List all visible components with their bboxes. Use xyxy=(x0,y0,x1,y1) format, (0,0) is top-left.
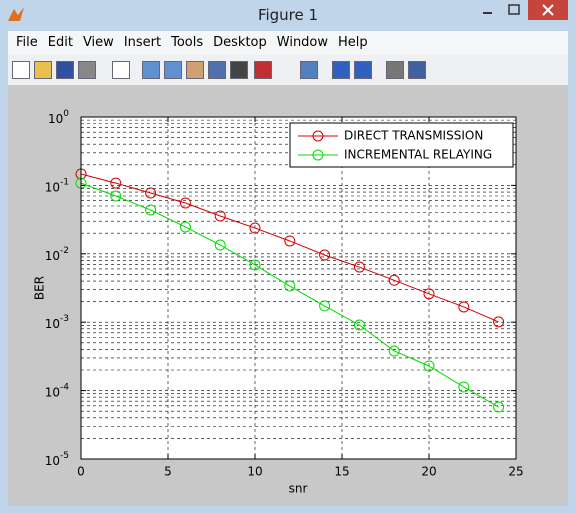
window-title: Figure 1 xyxy=(257,6,319,24)
menu-item[interactable]: Help xyxy=(338,35,368,50)
data-point xyxy=(179,221,191,233)
toolbar-button[interactable] xyxy=(386,61,404,79)
x-axis-label: snr xyxy=(289,482,308,496)
x-tick-label: 10 xyxy=(247,465,262,479)
data-point xyxy=(145,204,157,216)
menu-item[interactable]: Tools xyxy=(171,35,204,50)
app-icon xyxy=(8,7,24,21)
toolbar-button[interactable] xyxy=(230,61,248,79)
minimize-button[interactable] xyxy=(474,0,501,20)
x-tick-label: 5 xyxy=(164,465,172,479)
data-point xyxy=(493,401,505,413)
maximize-button[interactable] xyxy=(501,0,528,20)
legend-label: DIRECT TRANSMISSION xyxy=(344,129,483,143)
y-tick-label: 10-4 xyxy=(45,382,70,399)
legend-marker xyxy=(312,149,324,161)
menu-item[interactable]: Edit xyxy=(47,35,73,50)
x-tick-label: 15 xyxy=(334,465,349,479)
legend-box xyxy=(289,122,514,168)
toolbar-button[interactable] xyxy=(34,61,52,79)
tick-exponent: -5 xyxy=(60,451,69,461)
data-point xyxy=(423,288,435,300)
data-point xyxy=(214,210,226,222)
data-point xyxy=(249,222,261,234)
series-line xyxy=(80,182,499,408)
y-tick-label: 100 xyxy=(48,109,69,126)
data-point xyxy=(319,300,331,312)
tick-base: 10 xyxy=(45,454,60,468)
menu-item[interactable]: Insert xyxy=(123,35,162,50)
tick-base: 10 xyxy=(45,180,60,194)
data-point xyxy=(458,381,470,393)
y-tick-label: 10-1 xyxy=(45,177,69,194)
tick-exponent: -2 xyxy=(60,245,69,255)
tick-base: 10 xyxy=(45,317,60,331)
menu-bar: File Edit View Insert Tools Desktop Window Help xyxy=(8,31,568,55)
data-point xyxy=(249,259,261,271)
toolbar-button[interactable] xyxy=(12,61,30,79)
data-point xyxy=(458,301,470,313)
toolbar-button[interactable] xyxy=(112,61,130,79)
menu-item[interactable]: Desktop xyxy=(213,35,267,50)
tick-exponent: -4 xyxy=(60,382,69,392)
menu-item[interactable]: File xyxy=(16,35,38,50)
data-point xyxy=(284,280,296,292)
toolbar-button[interactable] xyxy=(332,61,350,79)
y-tick-label: 10-3 xyxy=(45,314,69,331)
toolbar-button[interactable] xyxy=(254,61,272,79)
axes-box xyxy=(80,116,517,460)
data-point xyxy=(110,190,122,202)
toolbar-button[interactable] xyxy=(164,61,182,79)
series-line xyxy=(80,173,499,323)
toolbar-button[interactable] xyxy=(186,61,204,79)
y-tick-label: 10-5 xyxy=(45,451,69,468)
tick-exponent: -1 xyxy=(60,177,69,187)
toolbar-button[interactable] xyxy=(78,61,96,79)
axes-background xyxy=(81,117,516,459)
toolbar xyxy=(8,55,568,86)
x-tick-label: 25 xyxy=(508,465,523,479)
data-point xyxy=(388,345,400,357)
toolbar-button[interactable] xyxy=(142,61,160,79)
tick-exponent: 0 xyxy=(63,109,69,119)
legend-marker xyxy=(312,130,324,142)
data-point xyxy=(353,261,365,273)
data-point xyxy=(110,177,122,189)
y-axis-label: BER xyxy=(33,276,47,300)
tick-exponent: -3 xyxy=(60,314,69,324)
toolbar-button[interactable] xyxy=(354,61,372,79)
menu-item[interactable]: View xyxy=(82,35,114,50)
toolbar-button[interactable] xyxy=(56,61,74,79)
x-tick-label: 20 xyxy=(421,465,436,479)
tick-base: 10 xyxy=(45,248,60,262)
data-point xyxy=(179,197,191,209)
close-button[interactable] xyxy=(528,0,568,20)
x-tick-label: 0 xyxy=(77,465,85,479)
tick-base: 10 xyxy=(45,385,60,399)
data-point xyxy=(388,274,400,286)
title-bar: Figure 1 xyxy=(0,0,576,30)
toolbar-button[interactable] xyxy=(208,61,226,79)
data-point xyxy=(284,235,296,247)
menu-item[interactable]: Window xyxy=(276,35,329,50)
data-point xyxy=(493,316,505,328)
legend-label: INCREMENTAL RELAYING xyxy=(344,148,492,162)
data-point xyxy=(319,249,331,261)
data-point xyxy=(145,187,157,199)
toolbar-button[interactable] xyxy=(300,61,318,79)
y-tick-label: 10-2 xyxy=(45,245,69,262)
tick-base: 10 xyxy=(48,112,63,126)
data-point xyxy=(214,239,226,251)
toolbar-button[interactable] xyxy=(408,61,426,79)
data-point xyxy=(423,360,435,372)
data-point xyxy=(353,319,365,331)
